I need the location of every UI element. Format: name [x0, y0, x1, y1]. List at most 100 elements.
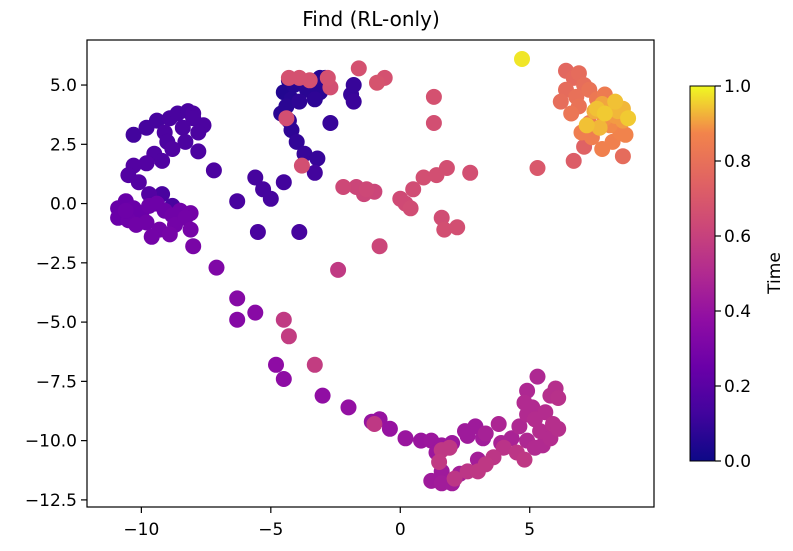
data-point	[425, 88, 442, 105]
data-point	[369, 74, 385, 91]
data-point	[381, 420, 398, 437]
data-point	[177, 133, 194, 150]
data-point	[262, 190, 279, 207]
data-point	[185, 110, 202, 127]
data-point	[280, 69, 297, 86]
data-point	[596, 105, 613, 122]
colorbar-axis: 0.0 0.2 0.4 0.6 0.8 1.0	[715, 77, 751, 472]
data-point	[190, 124, 207, 141]
data-point	[249, 224, 266, 240]
data-point	[174, 119, 191, 136]
y-tick-label: 0.0	[50, 195, 77, 215]
data-point	[208, 259, 225, 276]
data-point	[306, 356, 323, 373]
data-point	[247, 304, 264, 321]
y-tick-label: −12.5	[25, 491, 77, 511]
data-point	[190, 143, 207, 160]
y-tick-label: −10.0	[25, 432, 77, 452]
data-point	[130, 174, 147, 191]
data-point	[431, 454, 448, 470]
data-point	[138, 155, 155, 172]
colorbar-label: Time	[765, 252, 785, 295]
colorbar-tick-label: 0.8	[724, 152, 751, 172]
colorbar-tick-label: 0.2	[724, 377, 751, 397]
data-point	[306, 91, 323, 108]
data-point	[469, 463, 486, 480]
data-point	[280, 328, 297, 345]
data-point	[516, 394, 533, 411]
points-layer	[110, 51, 637, 492]
colorbar-tick-label: 0.4	[724, 302, 751, 322]
colorbar-tick-label: 0.0	[724, 452, 751, 472]
data-point	[462, 164, 479, 181]
data-point	[425, 115, 442, 131]
data-point	[495, 439, 512, 456]
data-point	[371, 238, 388, 255]
data-point	[340, 399, 357, 416]
data-point	[514, 51, 530, 67]
data-point	[350, 60, 367, 77]
data-point	[275, 311, 292, 328]
colorbar-tick-label: 1.0	[724, 77, 751, 97]
data-point	[288, 133, 305, 150]
y-tick-label: −2.5	[36, 254, 77, 274]
data-point	[511, 418, 528, 435]
x-axis: −10 −5 0 5	[123, 507, 535, 540]
y-tick-label: 5.0	[50, 76, 77, 96]
data-point	[459, 427, 476, 444]
data-point	[143, 228, 160, 245]
data-point	[405, 181, 422, 198]
data-point	[620, 110, 637, 127]
data-point	[552, 93, 569, 110]
data-point	[185, 238, 202, 255]
data-point	[441, 439, 458, 456]
data-point	[516, 451, 533, 468]
data-point	[128, 216, 145, 233]
data-point	[314, 387, 331, 404]
chart-title: Find (RL-only)	[302, 7, 440, 31]
x-tick-label: −5	[258, 520, 283, 540]
data-point	[293, 157, 310, 174]
data-point	[477, 425, 494, 442]
y-tick-label: −7.5	[36, 372, 77, 392]
data-point	[291, 224, 308, 240]
data-point	[563, 105, 580, 122]
data-point	[607, 93, 624, 110]
data-point	[117, 202, 134, 219]
data-point	[415, 169, 432, 186]
data-point	[519, 382, 536, 399]
plot-area-frame	[86, 39, 655, 508]
data-point	[275, 174, 292, 191]
data-point	[529, 368, 546, 385]
data-point	[148, 112, 165, 129]
data-point	[247, 169, 264, 186]
data-point	[529, 160, 546, 176]
data-point	[161, 226, 178, 243]
data-point	[438, 160, 455, 176]
data-point	[366, 416, 383, 432]
data-point	[614, 148, 631, 165]
data-point	[275, 371, 292, 387]
data-point	[565, 152, 582, 169]
x-tick-label: −10	[123, 520, 159, 540]
data-point	[125, 126, 142, 143]
data-point	[345, 93, 362, 110]
data-point	[322, 115, 339, 131]
y-tick-label: −5.0	[36, 313, 77, 333]
data-point	[309, 150, 326, 167]
data-point	[550, 390, 567, 406]
data-point	[330, 261, 347, 278]
data-point	[550, 420, 567, 437]
x-tick-label: 0	[395, 520, 406, 540]
data-point	[268, 356, 284, 373]
data-point	[164, 141, 181, 157]
data-point	[526, 411, 543, 428]
data-point	[335, 179, 352, 195]
data-point	[591, 119, 608, 136]
data-point	[358, 181, 375, 198]
data-point	[578, 117, 595, 134]
data-point	[345, 77, 362, 93]
data-point	[229, 193, 246, 210]
